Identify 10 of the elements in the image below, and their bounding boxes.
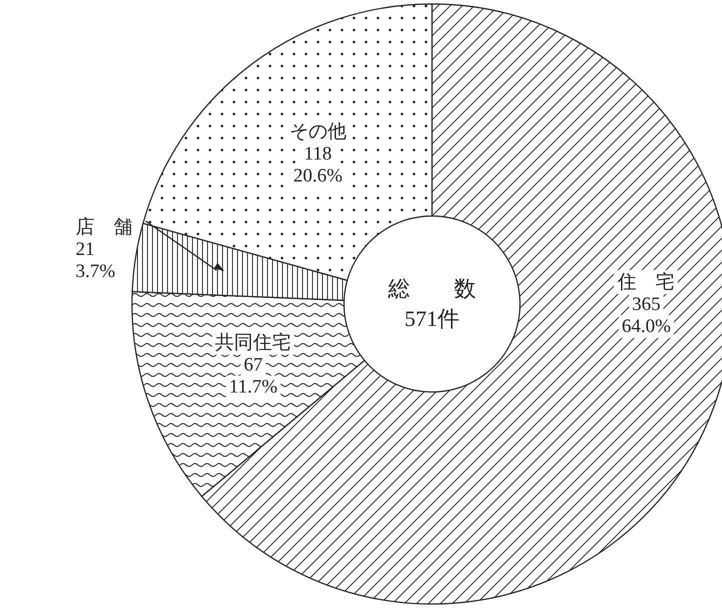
slice-label: 住 宅 (616, 271, 675, 293)
data-label: 118 20.6% (293, 144, 343, 187)
data-label: 365 64.0% (622, 294, 671, 337)
text: 総 数 (387, 276, 476, 301)
data-label: 67 11.7% (229, 354, 278, 398)
data-label: 21 3.7% (76, 239, 116, 282)
text: 571件 (404, 306, 460, 331)
slice-label: 共同住宅 (215, 332, 292, 354)
slice-label: その他 (289, 122, 346, 143)
slice-label: 店 舗 (76, 216, 133, 238)
